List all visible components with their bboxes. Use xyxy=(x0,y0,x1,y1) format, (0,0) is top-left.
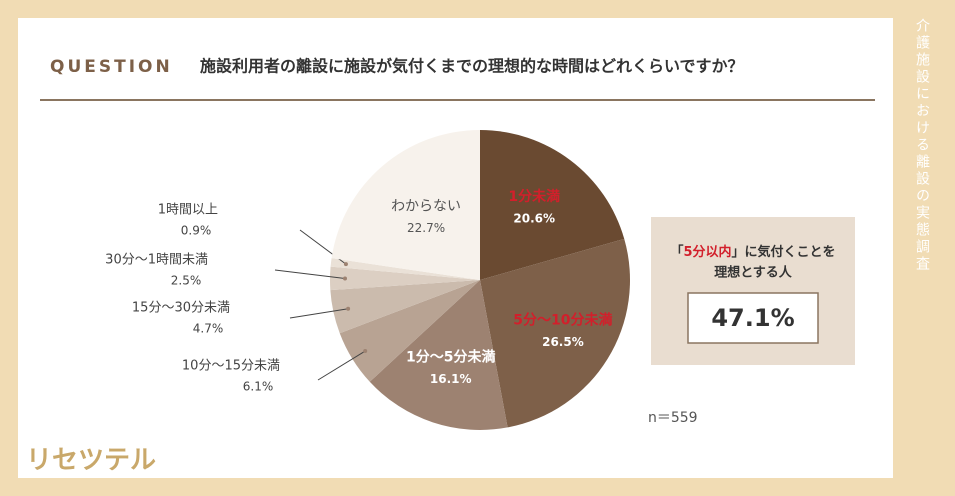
slice-name: わからない xyxy=(391,199,461,215)
value-label: 4.7% xyxy=(193,322,224,336)
pie-slice xyxy=(331,130,480,280)
pie-slice xyxy=(369,280,508,430)
chart-title: 施設利用者の離設に施設が気付くまでの理想的な時間はどれくらいですか？ xyxy=(200,57,744,76)
callout-line2: 理想とする人 xyxy=(714,265,793,281)
question-label: QUESTION xyxy=(50,57,173,77)
slice-name: 10分〜15分未満 xyxy=(182,359,280,374)
pie-slice xyxy=(330,266,480,291)
value-label: 16.1% xyxy=(430,372,472,386)
slice-name: 5分〜10分未満 xyxy=(513,311,612,328)
highlight: 5分以内 xyxy=(683,244,731,260)
value-label: 20.6% xyxy=(513,212,555,226)
slice-name: 1分未満 xyxy=(508,188,560,205)
value-label: 0.9% xyxy=(181,224,212,238)
value-label: 22.7% xyxy=(407,221,445,235)
value-label: 2.5% xyxy=(171,274,202,288)
value-label: 26.5% xyxy=(542,335,584,349)
slice-name: 1時間以上 xyxy=(158,203,218,218)
leader-line xyxy=(289,308,349,319)
leader-dot xyxy=(343,276,348,281)
callout-line1: 「5分以内」に気付くことを xyxy=(670,244,835,260)
pie-slice xyxy=(480,238,631,428)
bracket: 「 xyxy=(670,244,683,260)
slice-name: 15分〜30分未満 xyxy=(132,301,230,316)
slice-name: 1分〜5分未満 xyxy=(406,348,495,365)
slice-name: 30分〜1時間未満 xyxy=(105,253,208,268)
sample-size: n＝559 xyxy=(648,410,698,426)
leader-dot xyxy=(343,262,348,267)
result: 47.1% xyxy=(711,304,794,332)
leader-dot xyxy=(363,349,368,354)
logo: リセツテル xyxy=(26,446,156,476)
leader-line xyxy=(274,269,346,280)
pie-slice xyxy=(330,258,480,280)
pie-slice xyxy=(339,280,480,382)
callout-text: 」に気付くことを xyxy=(732,244,836,260)
leader-line xyxy=(317,350,366,381)
side-title: 介護施設における離設の実態調査 xyxy=(914,18,930,273)
result-box xyxy=(687,292,819,344)
leader-dot xyxy=(346,306,351,311)
value-label: 6.1% xyxy=(243,380,274,394)
pie: 1分未満 20.6% 5分〜10分未満 26.5% 1分〜5分未満 16.1% 10分〜15… xyxy=(105,130,631,430)
pie-slice xyxy=(330,280,480,334)
pie-slice xyxy=(480,130,625,280)
